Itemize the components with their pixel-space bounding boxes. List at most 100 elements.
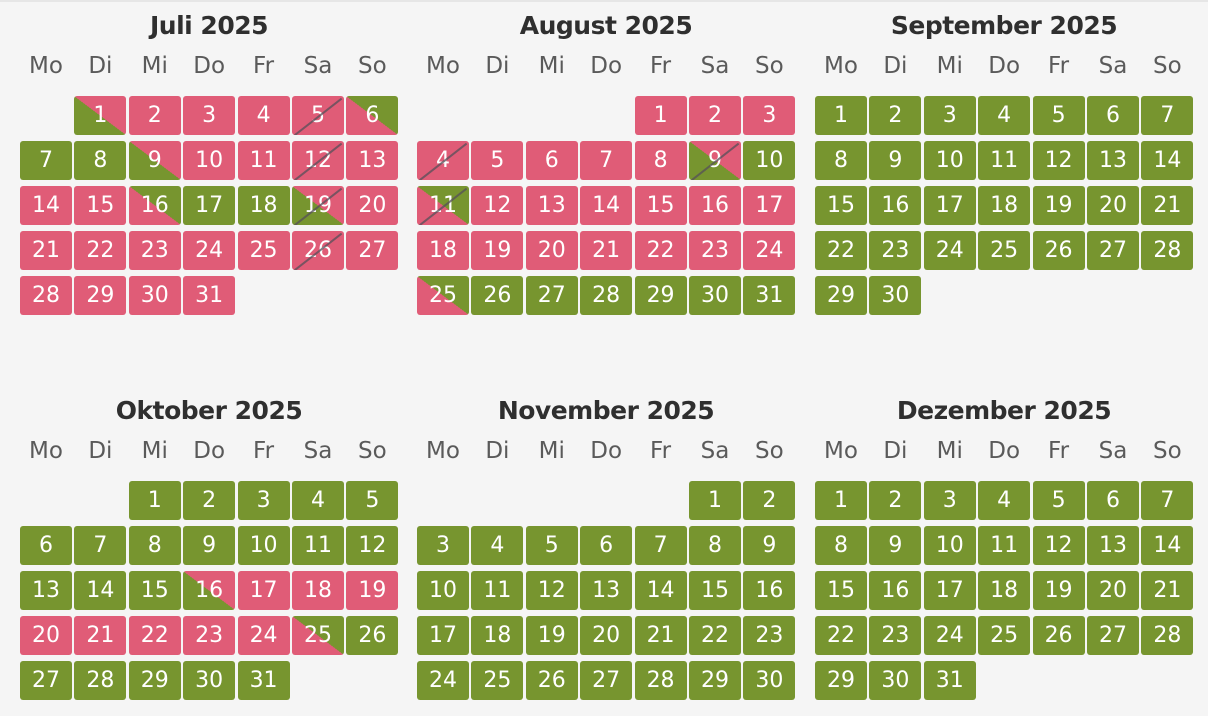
day-cell[interactable]: 9 xyxy=(128,141,181,180)
day-cell[interactable]: 21 xyxy=(74,616,127,655)
day-cell[interactable]: 23 xyxy=(688,231,741,270)
day-cell[interactable]: 8 xyxy=(128,526,181,565)
day-cell[interactable]: 2 xyxy=(869,96,922,135)
day-cell[interactable]: 4 xyxy=(417,141,469,180)
day-cell[interactable]: 28 xyxy=(1141,616,1194,655)
day-cell[interactable]: 22 xyxy=(74,231,127,270)
day-cell[interactable]: 18 xyxy=(471,616,524,655)
day-cell[interactable]: 31 xyxy=(237,661,290,700)
day-cell[interactable]: 22 xyxy=(815,231,867,270)
day-cell[interactable]: 28 xyxy=(20,276,72,315)
day-cell[interactable]: 9 xyxy=(688,141,741,180)
day-cell[interactable]: 9 xyxy=(869,141,922,180)
day-cell[interactable]: 17 xyxy=(183,186,236,225)
day-cell[interactable]: 23 xyxy=(869,616,922,655)
day-cell[interactable]: 19 xyxy=(291,186,344,225)
day-cell[interactable]: 11 xyxy=(237,141,290,180)
day-cell[interactable]: 17 xyxy=(743,186,796,225)
day-cell[interactable]: 17 xyxy=(417,616,469,655)
day-cell[interactable]: 11 xyxy=(978,526,1031,565)
day-cell[interactable]: 27 xyxy=(1086,231,1139,270)
day-cell[interactable]: 19 xyxy=(525,616,578,655)
day-cell[interactable]: 16 xyxy=(688,186,741,225)
day-cell[interactable]: 22 xyxy=(634,231,687,270)
day-cell[interactable]: 2 xyxy=(688,96,741,135)
day-cell[interactable]: 9 xyxy=(743,526,796,565)
day-cell[interactable]: 12 xyxy=(1032,526,1085,565)
day-cell[interactable]: 25 xyxy=(978,231,1031,270)
day-cell[interactable]: 4 xyxy=(237,96,290,135)
day-cell[interactable]: 1 xyxy=(688,481,741,520)
day-cell[interactable]: 1 xyxy=(815,96,867,135)
day-cell[interactable]: 8 xyxy=(815,526,867,565)
day-cell[interactable]: 20 xyxy=(1086,186,1139,225)
day-cell[interactable]: 24 xyxy=(183,231,236,270)
day-cell[interactable]: 1 xyxy=(128,481,181,520)
day-cell[interactable]: 28 xyxy=(634,661,687,700)
day-cell[interactable]: 3 xyxy=(417,526,469,565)
day-cell[interactable]: 18 xyxy=(291,571,344,610)
day-cell[interactable]: 10 xyxy=(923,526,976,565)
day-cell[interactable]: 12 xyxy=(525,571,578,610)
day-cell[interactable]: 29 xyxy=(815,661,867,700)
day-cell[interactable]: 5 xyxy=(525,526,578,565)
day-cell[interactable]: 29 xyxy=(128,661,181,700)
day-cell[interactable]: 24 xyxy=(923,616,976,655)
day-cell[interactable]: 13 xyxy=(20,571,72,610)
day-cell[interactable]: 14 xyxy=(580,186,633,225)
day-cell[interactable]: 7 xyxy=(1141,481,1194,520)
day-cell[interactable]: 22 xyxy=(688,616,741,655)
day-cell[interactable]: 19 xyxy=(471,231,524,270)
day-cell[interactable]: 7 xyxy=(1141,96,1194,135)
day-cell[interactable]: 6 xyxy=(20,526,72,565)
day-cell[interactable]: 18 xyxy=(978,571,1031,610)
day-cell[interactable]: 15 xyxy=(688,571,741,610)
day-cell[interactable]: 7 xyxy=(74,526,127,565)
day-cell[interactable]: 16 xyxy=(743,571,796,610)
day-cell[interactable]: 26 xyxy=(346,616,399,655)
day-cell[interactable]: 18 xyxy=(237,186,290,225)
day-cell[interactable]: 3 xyxy=(743,96,796,135)
day-cell[interactable]: 14 xyxy=(1141,526,1194,565)
day-cell[interactable]: 4 xyxy=(471,526,524,565)
day-cell[interactable]: 17 xyxy=(237,571,290,610)
day-cell[interactable]: 28 xyxy=(74,661,127,700)
day-cell[interactable]: 3 xyxy=(923,96,976,135)
day-cell[interactable]: 16 xyxy=(869,186,922,225)
day-cell[interactable]: 15 xyxy=(634,186,687,225)
day-cell[interactable]: 30 xyxy=(869,276,922,315)
day-cell[interactable]: 25 xyxy=(237,231,290,270)
day-cell[interactable]: 22 xyxy=(815,616,867,655)
day-cell[interactable]: 9 xyxy=(183,526,236,565)
day-cell[interactable]: 27 xyxy=(525,276,578,315)
day-cell[interactable]: 23 xyxy=(743,616,796,655)
day-cell[interactable]: 15 xyxy=(128,571,181,610)
day-cell[interactable]: 26 xyxy=(1032,616,1085,655)
day-cell[interactable]: 2 xyxy=(743,481,796,520)
day-cell[interactable]: 10 xyxy=(743,141,796,180)
day-cell[interactable]: 16 xyxy=(128,186,181,225)
day-cell[interactable]: 16 xyxy=(183,571,236,610)
day-cell[interactable]: 5 xyxy=(1032,481,1085,520)
day-cell[interactable]: 8 xyxy=(688,526,741,565)
day-cell[interactable]: 7 xyxy=(20,141,72,180)
day-cell[interactable]: 21 xyxy=(1141,186,1194,225)
day-cell[interactable]: 11 xyxy=(417,186,469,225)
day-cell[interactable]: 15 xyxy=(74,186,127,225)
day-cell[interactable]: 9 xyxy=(869,526,922,565)
day-cell[interactable]: 16 xyxy=(869,571,922,610)
day-cell[interactable]: 3 xyxy=(923,481,976,520)
day-cell[interactable]: 28 xyxy=(1141,231,1194,270)
day-cell[interactable]: 25 xyxy=(978,616,1031,655)
day-cell[interactable]: 20 xyxy=(580,616,633,655)
day-cell[interactable]: 31 xyxy=(183,276,236,315)
day-cell[interactable]: 1 xyxy=(634,96,687,135)
day-cell[interactable]: 27 xyxy=(1086,616,1139,655)
day-cell[interactable]: 14 xyxy=(1141,141,1194,180)
day-cell[interactable]: 7 xyxy=(634,526,687,565)
day-cell[interactable]: 5 xyxy=(1032,96,1085,135)
day-cell[interactable]: 17 xyxy=(923,571,976,610)
day-cell[interactable]: 14 xyxy=(634,571,687,610)
day-cell[interactable]: 29 xyxy=(74,276,127,315)
day-cell[interactable]: 29 xyxy=(815,276,867,315)
